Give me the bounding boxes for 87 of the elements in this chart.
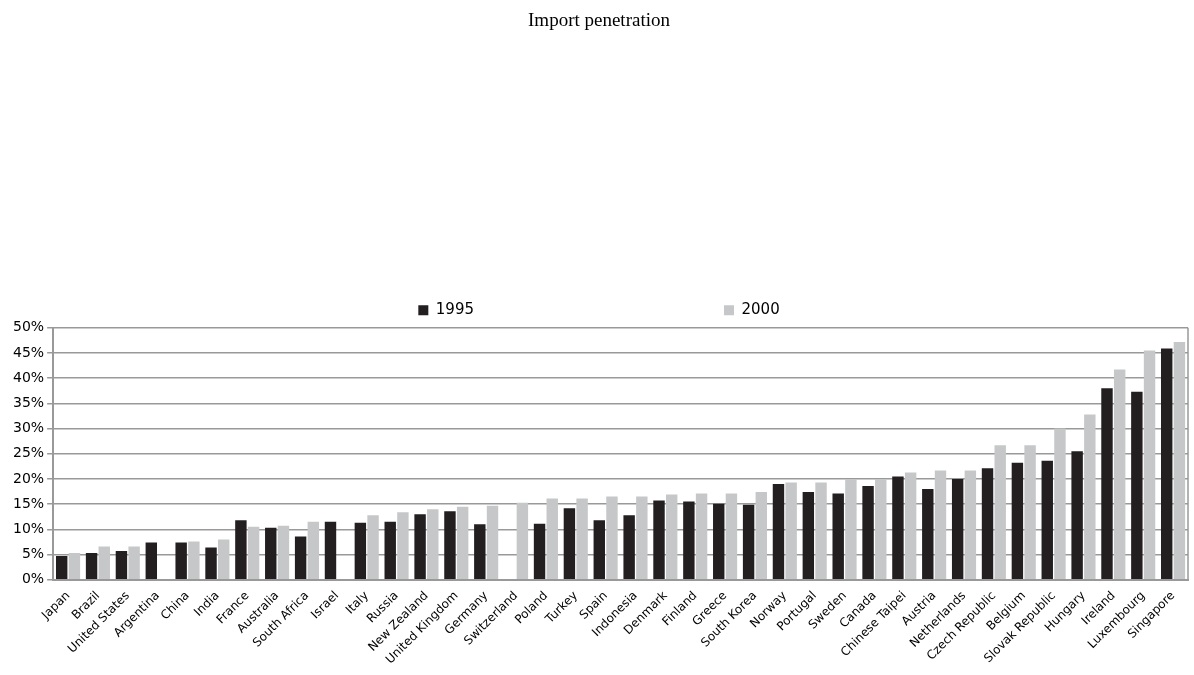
- bar: [742, 504, 755, 579]
- bar: [1084, 414, 1096, 579]
- y-tick-label: 5%: [21, 545, 45, 562]
- y-tick-label: 40%: [12, 368, 45, 385]
- bar: [755, 492, 768, 579]
- bar: [397, 512, 409, 579]
- bar: [815, 482, 827, 579]
- bar: [188, 541, 200, 579]
- bar: [444, 511, 456, 579]
- bar: [533, 523, 546, 579]
- bar: [205, 547, 217, 579]
- bar: [636, 496, 648, 579]
- bar: [456, 506, 469, 579]
- bar: [128, 546, 140, 579]
- y-tick-label: 15%: [12, 494, 45, 511]
- bar: [427, 509, 439, 579]
- bar: [964, 470, 977, 579]
- bar: [1173, 341, 1186, 579]
- bar: [516, 502, 529, 579]
- bar: [1113, 369, 1126, 579]
- y-tick-label: 0%: [21, 570, 45, 587]
- y-tick-label: 25%: [12, 444, 45, 461]
- bar: [307, 521, 320, 579]
- bar: [1024, 445, 1036, 579]
- bar: [623, 515, 635, 579]
- bar: [904, 472, 917, 579]
- bar: [892, 476, 904, 579]
- bar: [922, 489, 934, 579]
- bar: [606, 496, 618, 579]
- bar: [98, 546, 110, 579]
- bar: [354, 522, 367, 579]
- y-tick-label: 20%: [12, 469, 45, 486]
- bar: [175, 542, 187, 579]
- bar: [474, 524, 486, 579]
- bar: [247, 526, 260, 579]
- bar: [85, 553, 98, 579]
- bar: [367, 515, 379, 579]
- bar: [486, 505, 499, 579]
- bar: [1011, 462, 1024, 579]
- bar: [1161, 348, 1173, 579]
- bar: [785, 482, 797, 579]
- bar: [324, 521, 337, 579]
- bar: [277, 525, 290, 579]
- bar: [294, 536, 307, 579]
- y-tick-label: 30%: [12, 419, 45, 436]
- bar: [265, 527, 277, 579]
- bar: [218, 539, 230, 579]
- y-tick-label: 10%: [12, 519, 45, 536]
- y-tick-label: 35%: [12, 394, 45, 411]
- bar: [845, 478, 857, 579]
- bar: [725, 493, 738, 579]
- bar: [546, 498, 558, 579]
- bar: [772, 483, 785, 579]
- bar: [235, 520, 247, 579]
- chart-title: Import penetration: [528, 9, 671, 31]
- legend-label: 2000: [741, 300, 780, 319]
- bar: [695, 493, 708, 579]
- bar: [145, 542, 158, 579]
- bar: [832, 493, 844, 579]
- bar: [875, 478, 887, 579]
- bar: [665, 494, 678, 579]
- bar: [414, 514, 426, 579]
- bar: [1071, 451, 1083, 579]
- bar: [593, 520, 605, 579]
- bar: [384, 521, 396, 579]
- y-tick-label: 45%: [12, 343, 45, 360]
- bar: [802, 492, 815, 579]
- bar: [115, 550, 128, 579]
- bar: [576, 498, 588, 579]
- bar: [1143, 350, 1156, 579]
- bar: [713, 503, 725, 579]
- bar: [683, 501, 695, 579]
- bar: [563, 508, 576, 579]
- bar: [1131, 391, 1143, 579]
- bar: [653, 500, 665, 579]
- bar: [994, 445, 1006, 579]
- legend-label: 1995: [435, 300, 475, 319]
- bar: [862, 486, 874, 579]
- bar: [1054, 428, 1066, 579]
- bar: [1041, 460, 1053, 579]
- bar: [55, 556, 68, 579]
- bar: [68, 553, 81, 579]
- bar: [981, 468, 994, 579]
- bar: [951, 478, 964, 579]
- y-tick-label: 50%: [12, 318, 45, 335]
- bar: [934, 470, 947, 579]
- bar: [1101, 388, 1113, 579]
